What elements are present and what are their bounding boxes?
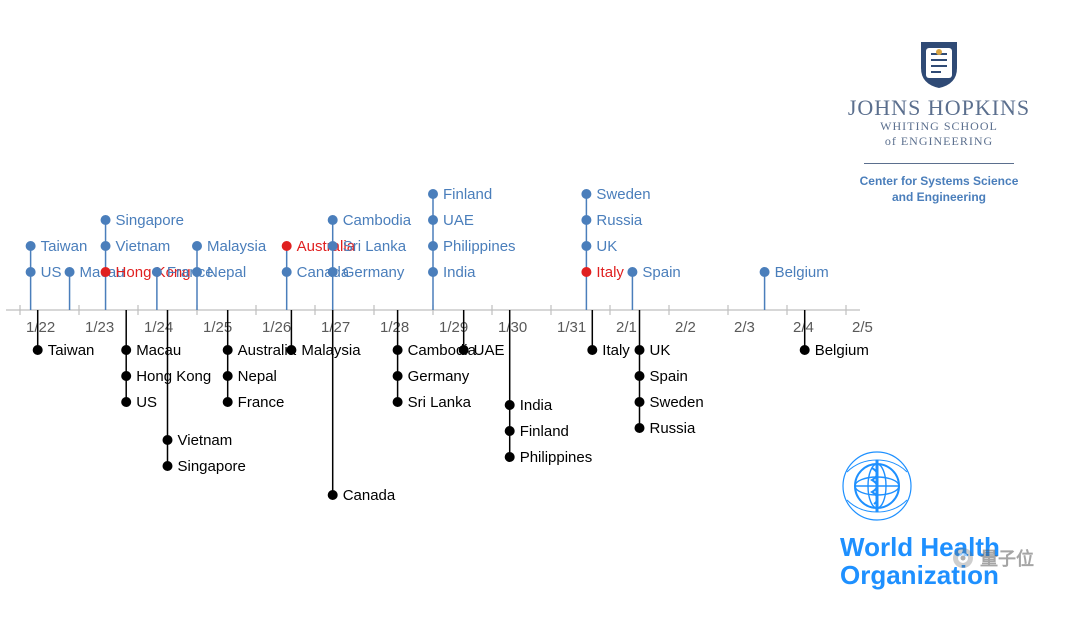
axis-tick-label: 2/4 [793,319,814,336]
axis-tick-label: 1/26 [262,319,291,336]
axis-tick-label: 2/5 [852,319,873,336]
bottom-label: Finland [520,423,569,440]
jhu-logo-block: JOHNS HOPKINS WHITING SCHOOL of ENGINEER… [834,40,1044,205]
bottom-label: Spain [650,368,688,385]
axis-tick-label: 1/31 [557,319,586,336]
top-label: Finland [443,186,492,203]
jhu-name: JOHNS HOPKINS [834,95,1044,121]
bottom-label: US [136,394,157,411]
bottom-label: Singapore [178,458,246,475]
bottom-label: Canada [343,487,396,504]
top-label: Philippines [443,238,516,255]
top-label: Vietnam [116,238,171,255]
bottom-label: France [238,394,285,411]
top-label: Singapore [116,212,184,229]
watermark: 量子位 [952,545,1034,571]
top-label: Sweden [596,186,650,203]
bottom-label: Philippines [520,449,593,466]
bottom-label: Germany [408,368,470,385]
axis-tick-label: 1/27 [321,319,350,336]
bottom-label: Hong Kong [136,368,211,385]
jhu-school: WHITING SCHOOL of ENGINEERING [834,119,1044,149]
top-label: UK [596,238,617,255]
top-label: India [443,264,476,281]
top-label: Sri Lanka [343,238,407,255]
top-label: Germany [343,264,405,281]
bottom-label: UK [650,342,671,359]
bottom-label: Nepal [238,368,277,385]
axis-tick-label: 1/30 [498,319,527,336]
jhu-shield-icon [917,40,961,90]
bottom-label: Italy [602,342,630,359]
top-label: Russia [596,212,643,229]
bottom-label: Russia [650,420,697,437]
bottom-label: Vietnam [178,432,233,449]
top-label: Italy [596,264,624,281]
top-label: Cambodia [343,212,412,229]
axis-tick-label: 2/3 [734,319,755,336]
bottom-label: India [520,397,553,414]
bottom-label: UAE [474,342,505,359]
top-label: US [41,264,62,281]
top-label: Belgium [775,264,829,281]
watermark-icon [952,547,974,569]
top-label: Spain [642,264,680,281]
axis-tick-label: 2/2 [675,319,696,336]
top-label: UAE [443,212,474,229]
bottom-label: Malaysia [301,342,361,359]
bottom-label: Macau [136,342,181,359]
bottom-label: Sri Lanka [408,394,472,411]
axis-tick-label: 2/1 [616,319,637,336]
bottom-label: Sweden [650,394,704,411]
top-label: Nepal [207,264,246,281]
jhu-center: Center for Systems Scienceand Engineerin… [834,174,1044,205]
axis-tick-label: 1/28 [380,319,409,336]
bottom-label: Taiwan [48,342,95,359]
bottom-label: Belgium [815,342,869,359]
top-label: Taiwan [41,238,88,255]
axis-tick-label: 1/23 [85,319,114,336]
who-emblem-icon [840,449,914,523]
axis-tick-label: 1/22 [26,319,55,336]
axis-tick-label: 1/24 [144,319,173,336]
top-label: Malaysia [207,238,267,255]
